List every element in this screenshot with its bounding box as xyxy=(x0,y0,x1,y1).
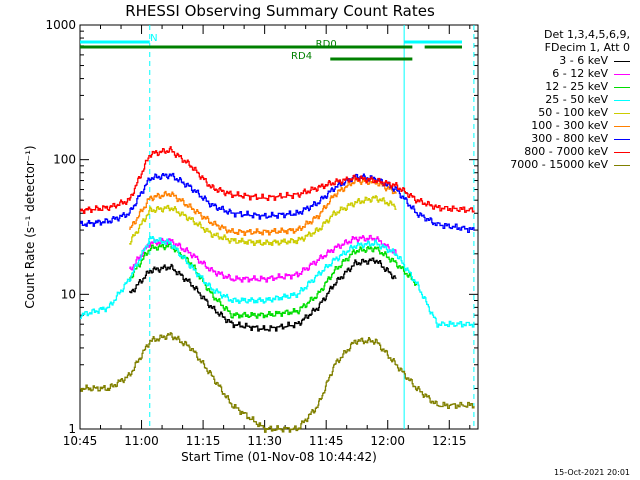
x-tick-label: 10:45 xyxy=(63,434,98,448)
series-line-1 xyxy=(129,257,397,332)
legend-entry-label: 6 - 12 keV xyxy=(552,67,608,80)
legend-entry-label: 300 - 800 keV xyxy=(531,132,608,145)
x-axis-label: Start Time (01-Nov-08 10:44:42) xyxy=(181,450,377,464)
legend-entry-label: 3 - 6 keV xyxy=(559,54,608,67)
x-tick-label: 11:45 xyxy=(309,434,344,448)
timestamp: 15-Oct-2021 20:01 xyxy=(554,468,630,477)
series-line-8 xyxy=(80,146,475,215)
series-line-2 xyxy=(129,234,397,283)
x-tick-label: 11:15 xyxy=(186,434,221,448)
legend-entry-label: 25 - 50 keV xyxy=(545,93,608,106)
legend-swatch xyxy=(614,73,630,75)
legend-entry: 25 - 50 keV xyxy=(545,93,630,106)
legend-entry: 800 - 7000 keV xyxy=(524,145,630,158)
annotation-rd0: RD0 xyxy=(316,39,337,50)
x-tick-label: 11:00 xyxy=(124,434,159,448)
legend-swatch xyxy=(614,125,630,127)
series-line-7 xyxy=(80,172,475,234)
series-line-4 xyxy=(80,236,475,328)
annotation-n: N xyxy=(150,33,157,44)
legend-entry: 100 - 300 keV xyxy=(531,119,630,132)
legend-detectors: Det 1,3,4,5,6,9, xyxy=(543,28,630,41)
legend-entry-label: 50 - 100 keV xyxy=(538,106,608,119)
series-line-9 xyxy=(80,332,475,433)
legend-entry-label: 800 - 7000 keV xyxy=(524,145,608,158)
chart-title: RHESSI Observing Summary Count Rates xyxy=(125,2,435,20)
y-tick-label: 1000 xyxy=(45,18,76,32)
x-tick-label: 12:15 xyxy=(432,434,467,448)
legend-swatch xyxy=(614,151,630,153)
legend-swatch xyxy=(614,112,630,114)
x-tick-label: 12:00 xyxy=(370,434,405,448)
y-tick-label: 10 xyxy=(61,287,76,301)
y-tick-label: 1 xyxy=(68,422,76,436)
legend-entry: 3 - 6 keV xyxy=(559,54,630,67)
legend-entry: 6 - 12 keV xyxy=(552,67,630,80)
y-axis-label: Count Rate (s⁻¹ detector⁻¹) xyxy=(23,145,37,308)
legend-swatch xyxy=(614,60,630,62)
legend-swatch xyxy=(614,138,630,140)
legend-decimation: FDecim 1, Att 0 xyxy=(544,41,630,54)
series-line-5 xyxy=(129,195,397,246)
legend-swatch xyxy=(614,86,630,88)
legend-entry: 12 - 25 keV xyxy=(545,80,630,93)
legend-entry: 300 - 800 keV xyxy=(531,132,630,145)
x-tick-label: 11:30 xyxy=(247,434,282,448)
annotation-rd4: RD4 xyxy=(291,51,312,62)
legend-swatch xyxy=(614,164,630,166)
legend-entry: 7000 - 15000 keV xyxy=(510,158,630,171)
legend-entry-label: 12 - 25 keV xyxy=(545,80,608,93)
legend-entry-label: 100 - 300 keV xyxy=(531,119,608,132)
y-tick-label: 100 xyxy=(53,153,76,167)
series-line-3 xyxy=(129,241,418,319)
legend-swatch xyxy=(614,99,630,101)
legend-entry-label: 7000 - 15000 keV xyxy=(510,158,608,171)
legend-entry: 50 - 100 keV xyxy=(538,106,630,119)
